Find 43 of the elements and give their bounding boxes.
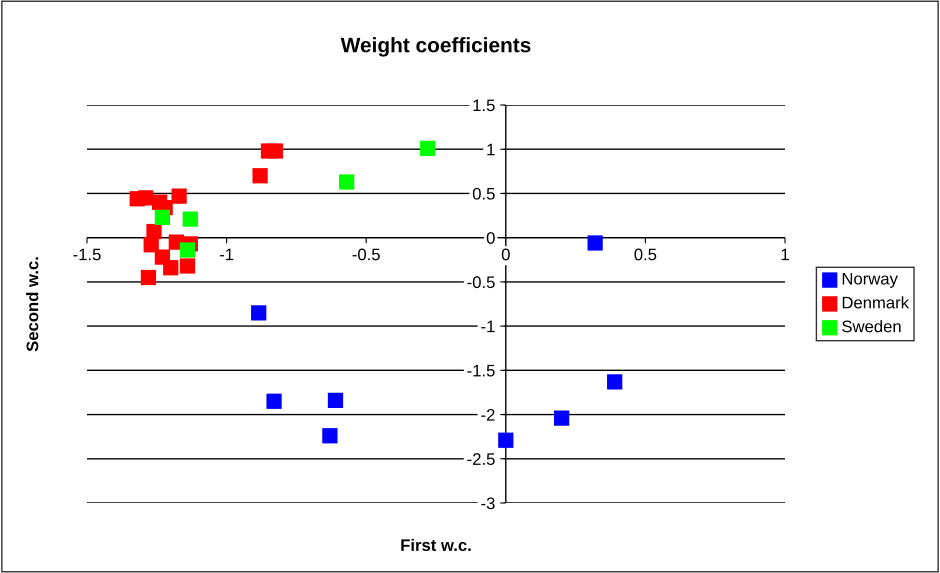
y-tick-label: -2.5 xyxy=(467,453,495,465)
point xyxy=(138,190,154,206)
legend-label: Denmark xyxy=(842,296,910,308)
point xyxy=(268,143,284,159)
point xyxy=(554,410,570,426)
x-tick-label: -1 xyxy=(220,248,234,260)
point xyxy=(328,392,344,408)
chart-title: Weight coefficients xyxy=(340,37,530,57)
y-tick-label: 0 xyxy=(486,232,495,244)
y-tick-label: 1 xyxy=(487,144,495,156)
legend-label: Sweden xyxy=(842,320,901,332)
point xyxy=(266,394,282,409)
y-tick-label: -1.5 xyxy=(467,364,495,377)
point xyxy=(140,270,156,286)
y-tick-label: 0.5 xyxy=(472,188,495,200)
point xyxy=(144,237,159,252)
point xyxy=(172,188,187,204)
y-tick-label: 1.5 xyxy=(473,100,495,112)
point xyxy=(182,211,198,227)
point xyxy=(251,305,266,320)
point xyxy=(252,168,268,184)
point xyxy=(339,174,354,190)
point xyxy=(588,235,603,251)
point xyxy=(420,140,436,156)
y-tick-label: -2 xyxy=(481,408,495,421)
y-axis-title: Second w.c. xyxy=(26,257,38,352)
point xyxy=(180,242,196,258)
y-tick-label: -0.5 xyxy=(467,276,495,288)
point xyxy=(498,432,514,448)
legend-label: Norway xyxy=(842,272,898,288)
point xyxy=(180,258,196,274)
x-tick-label: 0 xyxy=(502,248,510,260)
point xyxy=(322,428,338,444)
x-axis-title: First w.c. xyxy=(401,538,471,552)
point xyxy=(154,210,170,225)
x-tick-label: 1 xyxy=(782,248,789,260)
x-tick-label: -1.5 xyxy=(73,248,101,260)
x-tick-label: 0.5 xyxy=(634,248,656,260)
y-tick-label: -3 xyxy=(481,497,495,510)
x-tick-label: -0.5 xyxy=(352,248,380,260)
y-tick-label: -1 xyxy=(481,320,495,332)
point xyxy=(607,374,622,390)
point xyxy=(163,260,178,276)
